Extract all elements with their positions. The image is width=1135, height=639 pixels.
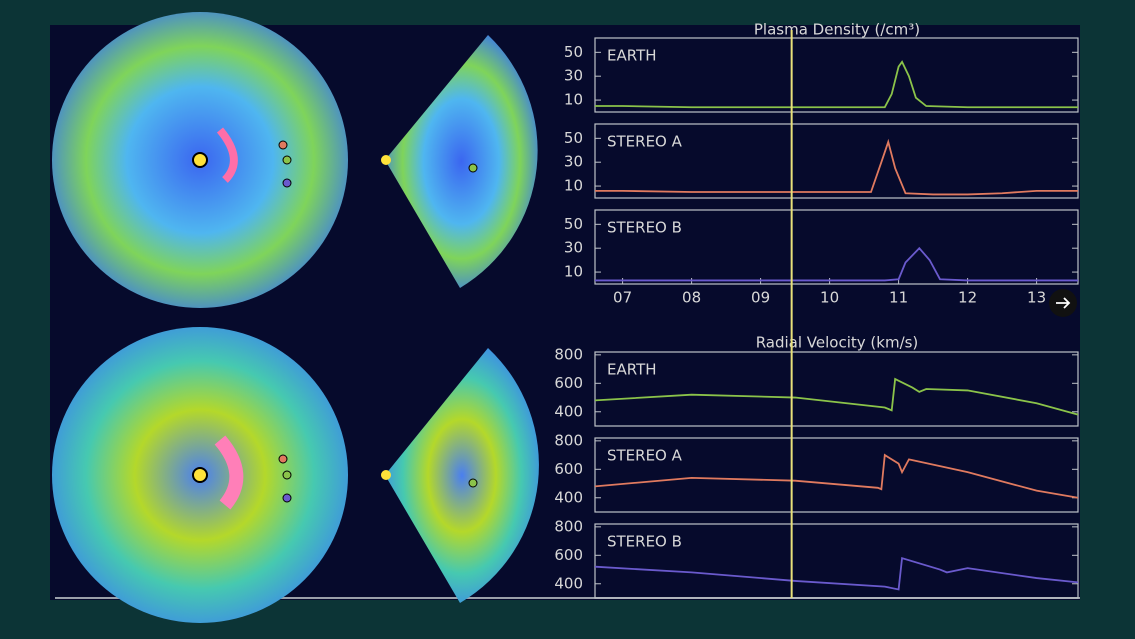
model-views (52, 12, 539, 623)
y-tick-label: 800 (554, 345, 583, 363)
y-tick-label: 800 (554, 431, 583, 449)
y-tick-label: 400 (554, 574, 583, 592)
y-tick-label: 50 (564, 43, 583, 61)
line (594, 556, 1079, 591)
panel-frame (594, 437, 1079, 513)
panel-label: STEREO A (607, 447, 683, 465)
earth-dot (468, 163, 478, 173)
y-tick-label: 30 (564, 153, 583, 171)
stereo-a-dot (278, 454, 288, 464)
panel-label: STEREO B (607, 533, 682, 551)
sun (381, 155, 391, 165)
sun (192, 152, 208, 168)
sun (192, 467, 208, 483)
y-tick-label: 600 (554, 460, 583, 478)
panel-label: STEREO B (607, 219, 682, 237)
x-tick-label: 10 (820, 289, 839, 307)
y-tick-label: 30 (564, 67, 583, 85)
y-tick-label: 800 (554, 517, 583, 535)
x-tick-label: 08 (682, 289, 701, 307)
x-tick-label: 13 (1027, 289, 1046, 307)
x-tick-label: 12 (958, 289, 977, 307)
panel-label: EARTH (607, 47, 657, 65)
y-tick-label: 10 (564, 263, 583, 281)
y-tick-label: 600 (554, 546, 583, 564)
line (595, 138, 1078, 196)
line (595, 60, 1078, 109)
y-tick-label: 400 (554, 402, 583, 420)
earth-dot (282, 155, 292, 165)
line (595, 246, 1078, 282)
meridional-view (385, 35, 538, 288)
panel-label: EARTH (607, 361, 657, 379)
cme-front (214, 435, 244, 510)
panel-frame (594, 209, 1079, 285)
panel-label: STEREO A (607, 133, 683, 151)
y-tick-label: 600 (554, 374, 583, 392)
x-tick-label: 07 (613, 289, 632, 307)
panel-frame (594, 37, 1079, 113)
heading: Radial Velocity (km/s) (756, 334, 919, 352)
y-tick-label: 10 (564, 177, 583, 195)
y-tick-label: 400 (554, 488, 583, 506)
meridional-view (385, 348, 539, 603)
cme-front (216, 127, 238, 183)
line (594, 453, 1079, 499)
x-tick-label: 11 (889, 289, 908, 307)
y-tick-label: 30 (564, 239, 583, 257)
heading: Plasma Density (/cm³) (754, 21, 920, 39)
stereo-b-dot (282, 493, 292, 503)
y-tick-label: 50 (564, 129, 583, 147)
next-button[interactable] (1049, 289, 1077, 317)
sun (381, 470, 391, 480)
panel-frame (594, 523, 1079, 599)
earth-dot (468, 478, 478, 488)
line (594, 377, 1079, 416)
x-tick-label: 09 (751, 289, 770, 307)
stereo-a-dot (278, 140, 288, 150)
y-tick-label: 50 (564, 215, 583, 233)
panel-frame (594, 351, 1079, 427)
stereo-b-dot (282, 178, 292, 188)
panel-frame (594, 123, 1079, 199)
earth-dot (282, 470, 292, 480)
y-tick-label: 10 (564, 91, 583, 109)
